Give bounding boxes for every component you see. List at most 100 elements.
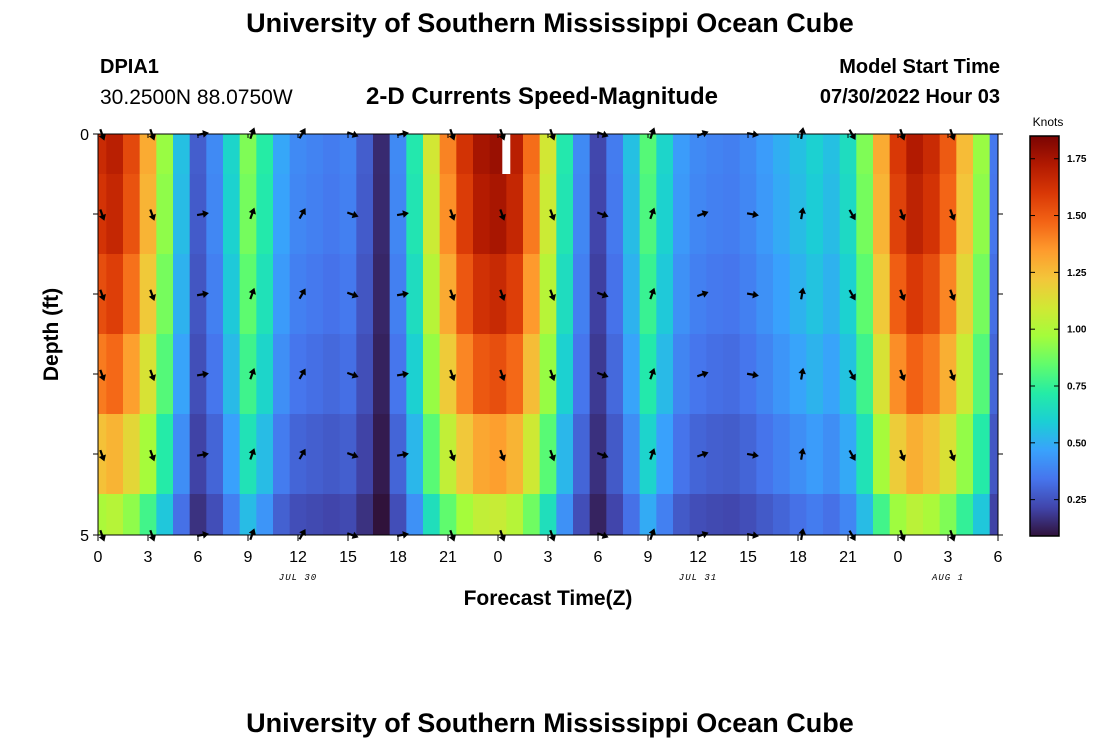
heatmap-cell [873, 254, 891, 335]
heatmap-cell [423, 174, 441, 255]
current-arrow [696, 370, 709, 378]
heatmap-cell [356, 334, 374, 415]
current-arrow [498, 369, 506, 382]
x-tick-label: 18 [389, 549, 407, 566]
heatmap-cell [639, 254, 657, 335]
current-arrow [548, 369, 556, 382]
heatmap-cell [856, 254, 874, 335]
heatmap-cell [989, 494, 998, 536]
heatmap-cell [373, 494, 391, 536]
heatmap-cell [539, 414, 557, 495]
heatmap-cell [556, 134, 574, 175]
heatmap-cell [156, 134, 174, 175]
current-arrow [248, 127, 256, 140]
current-arrow [448, 369, 456, 382]
current-arrow [648, 287, 656, 300]
heatmap-cell [856, 414, 874, 495]
heatmap-cell [756, 414, 774, 495]
current-arrow [948, 128, 956, 141]
heatmap-cell [473, 414, 491, 495]
heatmap-cell [823, 174, 841, 255]
heatmap-cell [323, 334, 341, 415]
heatmap-cell [839, 174, 857, 255]
current-arrow [798, 127, 806, 140]
heatmap-cell [889, 334, 907, 415]
heatmap-cell [489, 254, 507, 335]
heatmap-cell [206, 174, 224, 255]
heatmap-cell [306, 174, 324, 255]
heatmap-cell [773, 414, 791, 495]
heatmap-cell [323, 254, 341, 335]
heatmap-cell [406, 134, 424, 175]
heatmap-cell [973, 334, 991, 415]
heatmap-cell [939, 134, 957, 175]
heatmap-cell [289, 174, 307, 255]
current-arrow [248, 528, 256, 541]
heatmap-cell [523, 174, 541, 255]
heatmap-cell [273, 134, 291, 175]
current-arrow [596, 210, 609, 219]
x-tick-label: 6 [594, 549, 603, 566]
heatmap-cell [839, 134, 857, 175]
page-title: University of Southern Mississippi Ocean… [246, 8, 854, 38]
heatmap-cell [873, 134, 891, 175]
heatmap-cell [923, 334, 941, 415]
heatmap-cell [573, 254, 591, 335]
heatmap-cell [206, 494, 224, 536]
current-arrow [396, 370, 409, 379]
current-arrow [798, 528, 806, 541]
heatmap-cell [456, 134, 474, 175]
heatmap-cell [289, 134, 307, 175]
current-arrow [148, 529, 156, 542]
heatmap-cell [989, 414, 998, 495]
heatmap-cell [773, 134, 791, 175]
heatmap-cell [306, 254, 324, 335]
heatmap-cell [356, 494, 374, 536]
heatmap-cell [606, 494, 624, 536]
heatmap-cell [773, 334, 791, 415]
colorbar-tick-label: 1.00 [1067, 325, 1087, 336]
current-arrow [898, 209, 906, 221]
heatmap-cell [106, 254, 124, 335]
heatmap-cell [789, 334, 807, 415]
heatmap-cell [489, 174, 507, 255]
heatmap-cell [906, 494, 924, 536]
x-tick-label: 21 [839, 549, 857, 566]
heatmap-cell [889, 174, 907, 255]
station-coordinates: 30.2500N 88.0750W [100, 86, 293, 109]
current-arrow [346, 451, 359, 459]
heatmap-cell [489, 494, 507, 536]
current-arrow [848, 289, 856, 301]
heatmap-cell [606, 174, 624, 255]
current-arrow [648, 368, 656, 380]
current-arrow [248, 448, 256, 460]
heatmap-cell [523, 414, 541, 495]
heatmap-cell [723, 334, 741, 415]
heatmap-cell [373, 414, 391, 495]
heatmap-cell [239, 254, 257, 335]
heatmap-cell [789, 414, 807, 495]
heatmap-cell [956, 414, 974, 495]
heatmap-cell [639, 414, 657, 495]
heatmap-cell [523, 334, 541, 415]
current-arrow [798, 447, 806, 460]
heatmap-cell [923, 494, 941, 536]
heatmap-cell [223, 174, 241, 255]
heatmap-cell [706, 134, 724, 175]
x-tick-label: 0 [494, 549, 503, 566]
current-arrow [696, 210, 709, 218]
heatmap-cell [389, 414, 407, 495]
heatmap-cell [256, 174, 274, 255]
heatmap-cell [923, 174, 941, 255]
heatmap-cell [106, 334, 124, 415]
heatmap-cell [223, 254, 241, 335]
heatmap-cell [456, 414, 474, 495]
heatmap-cell [989, 134, 998, 175]
current-arrow [596, 371, 609, 379]
heatmap-cell [623, 134, 641, 175]
current-arrow [948, 209, 956, 221]
heatmap-cell [489, 334, 507, 415]
heatmap-cell [906, 254, 924, 335]
current-arrow [248, 207, 256, 220]
x-tick-label: 3 [544, 549, 553, 566]
